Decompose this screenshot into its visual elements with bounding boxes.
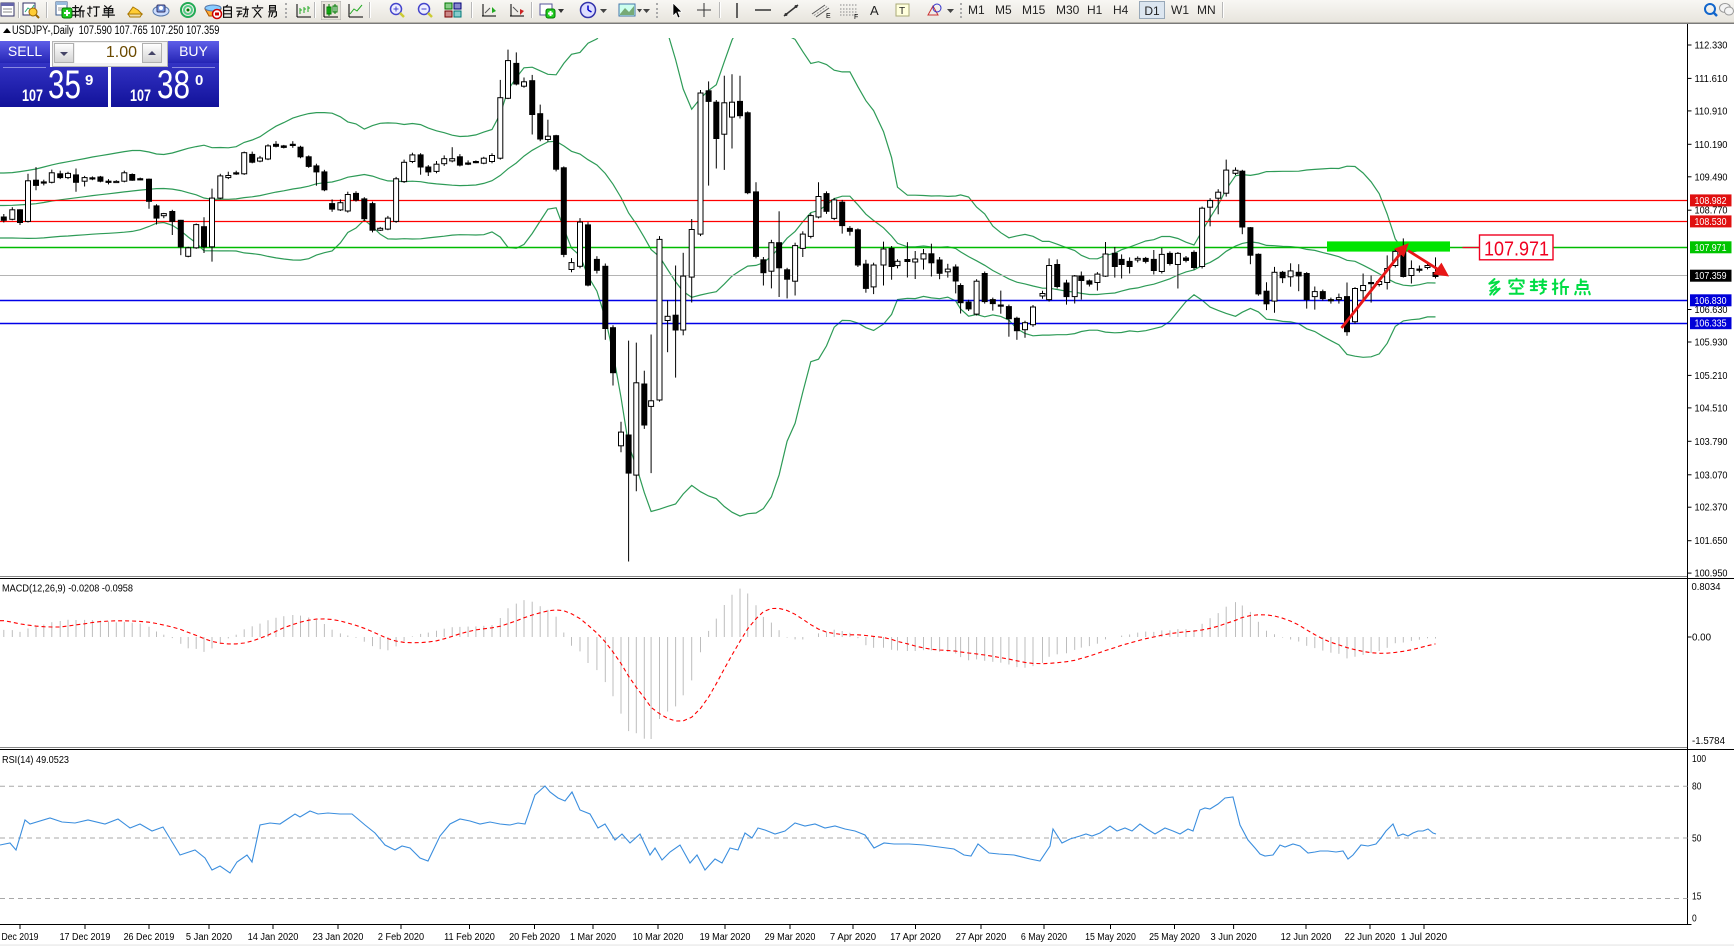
svg-text:5 Jan 2020: 5 Jan 2020 — [186, 932, 233, 943]
svg-text:RSI(14) 49.0523: RSI(14) 49.0523 — [2, 754, 69, 766]
svg-text:15: 15 — [1692, 891, 1702, 903]
svg-text:Dec 2019: Dec 2019 — [2, 932, 39, 943]
svg-text:103.070: 103.070 — [1695, 469, 1728, 481]
svg-text:12 Jun 2020: 12 Jun 2020 — [1281, 932, 1332, 943]
svg-text:11 Feb 2020: 11 Feb 2020 — [444, 932, 495, 943]
svg-text:100.950: 100.950 — [1695, 568, 1728, 580]
svg-text:19 Mar 2020: 19 Mar 2020 — [700, 932, 751, 943]
svg-text:23 Jan 2020: 23 Jan 2020 — [313, 932, 364, 943]
svg-text:0: 0 — [1692, 913, 1697, 925]
svg-text:110.190: 110.190 — [1695, 139, 1728, 151]
svg-text:108.982: 108.982 — [1695, 195, 1727, 207]
svg-text:15 May 2020: 15 May 2020 — [1085, 932, 1136, 943]
svg-text:108.530: 108.530 — [1695, 216, 1727, 228]
svg-text:104.510: 104.510 — [1695, 402, 1728, 414]
svg-text:0.8034: 0.8034 — [1692, 581, 1721, 593]
svg-text:102.370: 102.370 — [1695, 502, 1728, 514]
svg-text:-1.5784: -1.5784 — [1692, 735, 1725, 747]
svg-text:109.490: 109.490 — [1695, 171, 1728, 183]
svg-text:1 Mar 2020: 1 Mar 2020 — [570, 932, 617, 943]
svg-text:105.930: 105.930 — [1695, 337, 1728, 349]
svg-text:0.00: 0.00 — [1692, 632, 1711, 644]
svg-text:100: 100 — [1692, 753, 1706, 765]
svg-text:7 Apr 2020: 7 Apr 2020 — [830, 932, 877, 943]
svg-text:29 Mar 2020: 29 Mar 2020 — [765, 932, 816, 943]
svg-text:10 Mar 2020: 10 Mar 2020 — [633, 932, 684, 943]
svg-text:80: 80 — [1692, 781, 1702, 793]
svg-text:26 Dec 2019: 26 Dec 2019 — [124, 932, 175, 943]
svg-text:2 Feb 2020: 2 Feb 2020 — [378, 932, 425, 943]
svg-text:107.971: 107.971 — [1484, 238, 1549, 260]
svg-text:50: 50 — [1692, 833, 1702, 845]
svg-text:3 Jun 2020: 3 Jun 2020 — [1211, 932, 1258, 943]
svg-text:1 Jul 2020: 1 Jul 2020 — [1401, 932, 1448, 943]
svg-text:6 May 2020: 6 May 2020 — [1021, 932, 1068, 943]
svg-text:105.210: 105.210 — [1695, 370, 1728, 382]
svg-text:27 Apr 2020: 27 Apr 2020 — [956, 932, 1007, 943]
svg-text:103.790: 103.790 — [1695, 436, 1728, 448]
svg-text:106.830: 106.830 — [1695, 295, 1727, 307]
svg-text:111.610: 111.610 — [1695, 73, 1728, 85]
svg-text:17 Dec 2019: 17 Dec 2019 — [60, 932, 111, 943]
svg-text:101.650: 101.650 — [1695, 535, 1728, 547]
svg-text:112.330: 112.330 — [1695, 40, 1728, 52]
svg-text:MACD(12,26,9) -0.0208 -0.0958: MACD(12,26,9) -0.0208 -0.0958 — [2, 583, 133, 595]
svg-text:107.359: 107.359 — [1695, 270, 1727, 282]
svg-text:14 Jan 2020: 14 Jan 2020 — [248, 932, 299, 943]
svg-text:20 Feb 2020: 20 Feb 2020 — [509, 932, 560, 943]
svg-text:25 May 2020: 25 May 2020 — [1149, 932, 1200, 943]
svg-text:17 Apr 2020: 17 Apr 2020 — [890, 932, 941, 943]
svg-text:107.971: 107.971 — [1695, 242, 1727, 254]
svg-text:106.335: 106.335 — [1695, 318, 1727, 330]
svg-text:110.910: 110.910 — [1695, 105, 1728, 117]
svg-text:22 Jun 2020: 22 Jun 2020 — [1345, 932, 1396, 943]
